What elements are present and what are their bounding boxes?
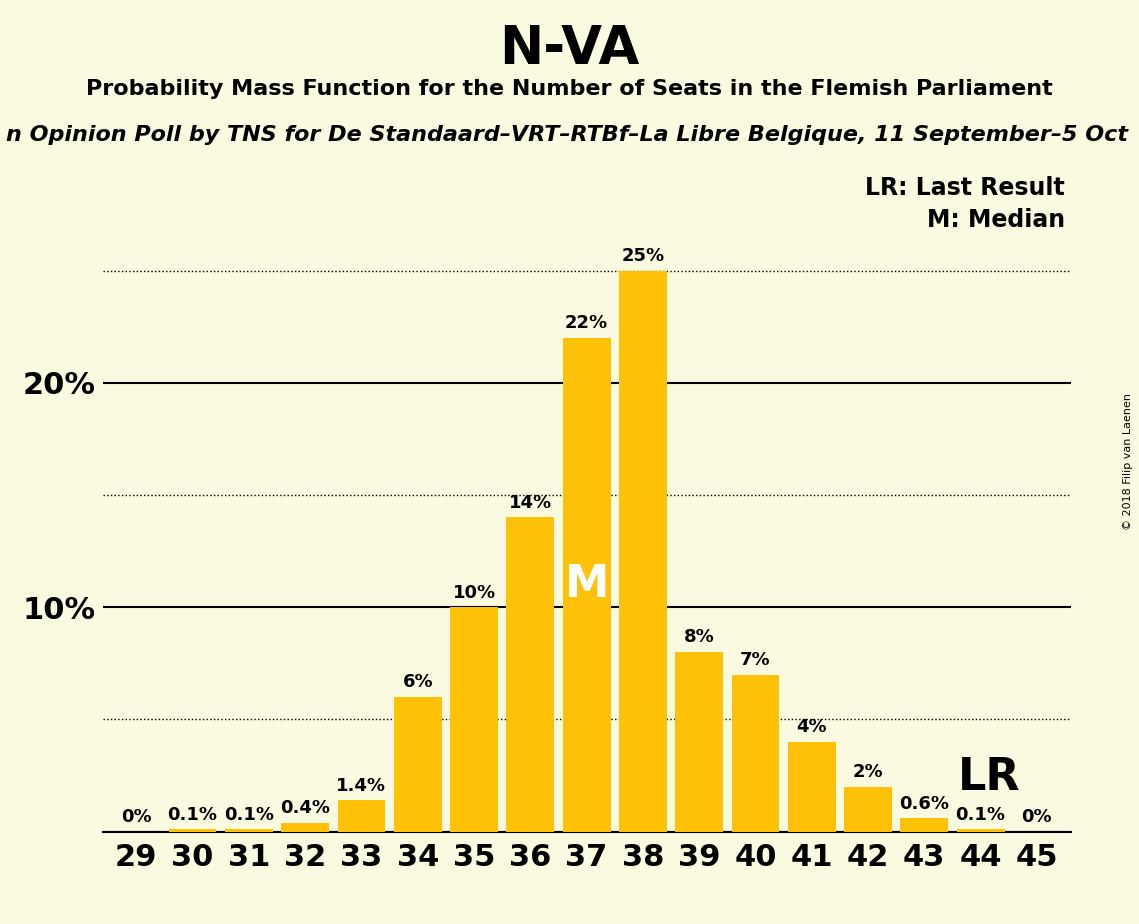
Text: 4%: 4%: [796, 718, 827, 736]
Text: 22%: 22%: [565, 314, 608, 333]
Text: N-VA: N-VA: [499, 23, 640, 75]
Bar: [394, 697, 442, 832]
Text: Probability Mass Function for the Number of Seats in the Flemish Parliament: Probability Mass Function for the Number…: [87, 79, 1052, 99]
Bar: [507, 517, 555, 832]
Text: 1.4%: 1.4%: [336, 776, 386, 795]
Text: M: Median: M: Median: [927, 208, 1065, 232]
Text: 0.1%: 0.1%: [167, 806, 218, 824]
Text: 6%: 6%: [402, 674, 433, 691]
Text: 0%: 0%: [121, 808, 151, 826]
Bar: [281, 822, 329, 832]
Bar: [901, 818, 949, 832]
Bar: [169, 830, 216, 832]
Text: 0.4%: 0.4%: [280, 799, 330, 817]
Bar: [618, 271, 666, 832]
Text: 0.1%: 0.1%: [956, 806, 1006, 824]
Text: 2%: 2%: [853, 763, 884, 781]
Bar: [563, 338, 611, 832]
Text: 0.6%: 0.6%: [900, 795, 949, 812]
Bar: [224, 830, 272, 832]
Bar: [675, 652, 723, 832]
Bar: [337, 800, 385, 832]
Text: M: M: [565, 564, 608, 606]
Text: 10%: 10%: [452, 584, 495, 602]
Text: LR: LR: [958, 756, 1021, 799]
Text: 0%: 0%: [1022, 808, 1052, 826]
Bar: [957, 830, 1005, 832]
Text: 7%: 7%: [740, 650, 771, 669]
Text: 8%: 8%: [683, 628, 714, 647]
Bar: [844, 786, 892, 832]
Text: 25%: 25%: [621, 247, 664, 265]
Text: 14%: 14%: [509, 493, 552, 512]
Text: n Opinion Poll by TNS for De Standaard–VRT–RTBf–La Libre Belgique, 11 September–: n Opinion Poll by TNS for De Standaard–V…: [6, 125, 1128, 145]
Bar: [788, 742, 836, 832]
Bar: [731, 675, 779, 832]
Text: © 2018 Filip van Laenen: © 2018 Filip van Laenen: [1123, 394, 1133, 530]
Bar: [450, 607, 498, 832]
Text: LR: Last Result: LR: Last Result: [866, 176, 1065, 200]
Text: 0.1%: 0.1%: [224, 806, 273, 824]
